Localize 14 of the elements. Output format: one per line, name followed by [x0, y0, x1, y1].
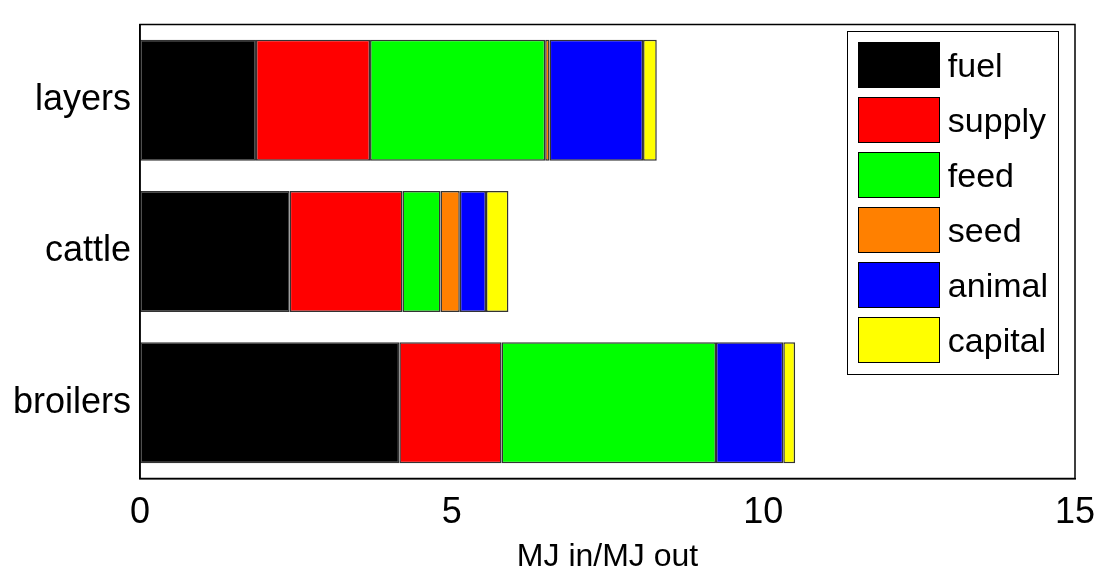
x-tick-label: 5 — [441, 489, 462, 531]
x-axis-title: MJ in/MJ out — [516, 536, 699, 573]
legend-label: capital — [947, 320, 1047, 360]
legend-label: supply — [947, 100, 1047, 140]
x-tick-label: 0 — [130, 489, 151, 531]
legend-label: feed — [947, 155, 1015, 195]
x-tick-label: 15 — [1054, 489, 1096, 531]
legend-label: fuel — [947, 45, 1003, 85]
legend-label: animal — [947, 265, 1048, 305]
y-tick-label: layers — [35, 77, 132, 119]
y-tick-label: cattle — [44, 228, 132, 270]
y-tick-label: broilers — [12, 379, 132, 421]
x-tick-label: 10 — [743, 489, 784, 531]
legend-label: seed — [947, 210, 1022, 250]
